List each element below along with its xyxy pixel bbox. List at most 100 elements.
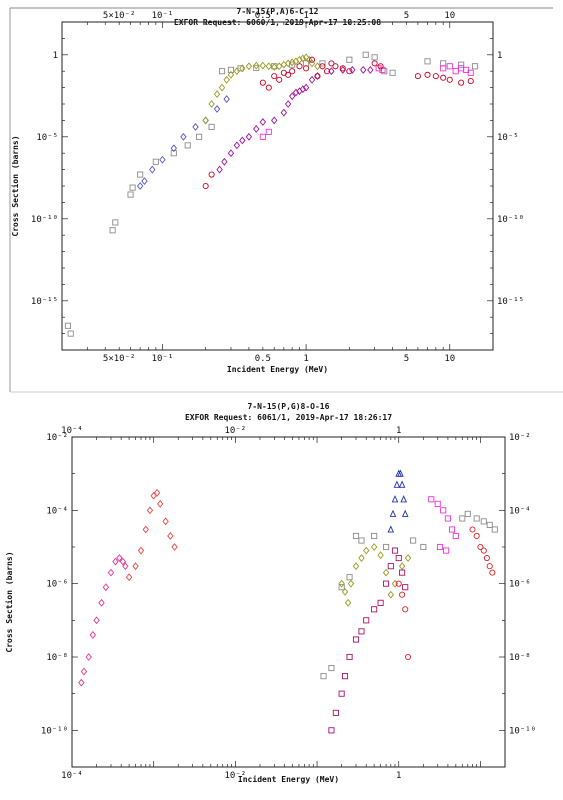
data-point-circle <box>402 606 409 613</box>
data-point-square <box>338 690 345 697</box>
data-point-square <box>346 56 353 63</box>
data-point-square <box>196 133 203 140</box>
series-3 <box>320 510 498 680</box>
x-tick-label-top: 10⁻⁴ <box>61 426 83 436</box>
data-point-diamond <box>382 568 390 577</box>
data-point-square <box>387 563 394 570</box>
x-tick-label-top: 1 <box>396 426 401 436</box>
data-point-diamond <box>349 65 356 74</box>
data-point-diamond <box>156 499 164 508</box>
data-point-diamond <box>227 70 235 79</box>
x-tick-label-top: 1 <box>303 11 308 21</box>
y-axis-label: Cross Section (barns) <box>4 551 14 652</box>
data-point-square <box>259 133 266 140</box>
data-point-square <box>371 606 378 613</box>
y-tick-label-right: 10⁻⁸ <box>509 653 531 663</box>
data-points <box>78 469 498 734</box>
data-point-diamond <box>377 551 384 560</box>
data-point-diamond <box>363 546 370 555</box>
data-point-square <box>253 64 260 71</box>
data-point-square <box>399 569 406 576</box>
data-point-square <box>440 60 447 67</box>
data-point-diamond <box>370 543 378 551</box>
data-point-triangle <box>391 495 399 503</box>
data-point-square <box>137 171 144 178</box>
data-point-square <box>491 526 498 533</box>
x-tick-label-top: 10⁻² <box>225 426 247 436</box>
data-point-circle <box>486 563 493 570</box>
data-point-diamond <box>360 65 367 74</box>
data-point-square <box>381 68 388 75</box>
data-point-diamond <box>213 105 221 113</box>
data-point-diamond <box>159 155 166 164</box>
data-point-circle <box>314 73 321 80</box>
series-4 <box>216 65 374 174</box>
data-point-square <box>472 63 479 70</box>
data-point-square <box>170 150 177 157</box>
data-point-diamond <box>216 165 223 174</box>
data-point-circle <box>346 68 353 75</box>
data-point-square <box>434 500 441 507</box>
data-point-diamond <box>308 75 316 84</box>
data-point-square <box>109 227 116 234</box>
data-point-diamond <box>233 67 241 76</box>
data-point-square <box>383 543 390 551</box>
data-point-square <box>486 521 493 528</box>
data-point-circle <box>377 63 384 70</box>
series-1 <box>64 51 479 337</box>
data-point-diamond <box>398 562 406 571</box>
data-point-diamond <box>305 55 313 64</box>
data-point-square <box>440 507 447 514</box>
data-point-diamond <box>122 562 129 571</box>
data-point-diamond <box>302 83 310 92</box>
data-point-square <box>449 526 456 533</box>
data-point-square <box>377 599 384 606</box>
data-point-square <box>458 65 465 72</box>
data-point-diamond <box>142 525 149 534</box>
data-point-diamond <box>89 631 97 639</box>
data-point-diamond <box>80 667 88 676</box>
data-point-diamond <box>141 177 148 185</box>
data-point-square <box>467 69 474 76</box>
data-point-diamond <box>112 557 119 566</box>
data-point-diamond <box>276 62 283 71</box>
data-point-circle <box>289 68 296 75</box>
data-point-diamond <box>116 554 123 562</box>
data-point-diamond <box>339 65 346 74</box>
data-point-square <box>127 191 134 198</box>
data-point-square <box>227 66 235 73</box>
data-point-circle <box>483 554 490 562</box>
x-tick-label-bottom: 1 <box>303 354 308 364</box>
data-point-square <box>352 532 360 540</box>
series-2 <box>125 488 178 582</box>
minor-ticks <box>71 436 506 768</box>
data-point-square <box>112 219 119 226</box>
data-point-diamond <box>314 72 321 81</box>
data-point-diamond <box>233 141 241 150</box>
data-point-square <box>375 65 382 72</box>
data-point-diamond <box>227 149 235 158</box>
data-point-circle <box>208 171 215 178</box>
data-point-diamond <box>245 132 253 141</box>
y-tick-label-left: 10⁻¹⁰ <box>31 215 58 225</box>
data-point-square <box>395 554 402 562</box>
x-axis-label: Incident Energy (MeV) <box>227 364 328 374</box>
data-point-square <box>358 537 365 544</box>
data-point-diamond <box>162 517 169 526</box>
series-7 <box>428 496 459 554</box>
y-tick-label-right: 10⁻⁵ <box>497 133 519 143</box>
data-point-diamond <box>280 108 288 117</box>
x-tick-label-bottom: 1 <box>396 771 401 781</box>
y-tick-label-left: 10⁻⁸ <box>46 653 68 663</box>
data-point-diamond <box>341 587 349 596</box>
data-point-square <box>440 65 447 72</box>
data-point-circle <box>271 73 278 80</box>
data-point-square <box>424 58 431 65</box>
data-point-square <box>129 184 136 191</box>
data-point-circle <box>332 63 339 70</box>
data-point-triangle <box>397 469 404 477</box>
data-point-diamond <box>271 63 278 71</box>
plot-frame <box>61 21 494 351</box>
data-point-square <box>458 61 465 68</box>
